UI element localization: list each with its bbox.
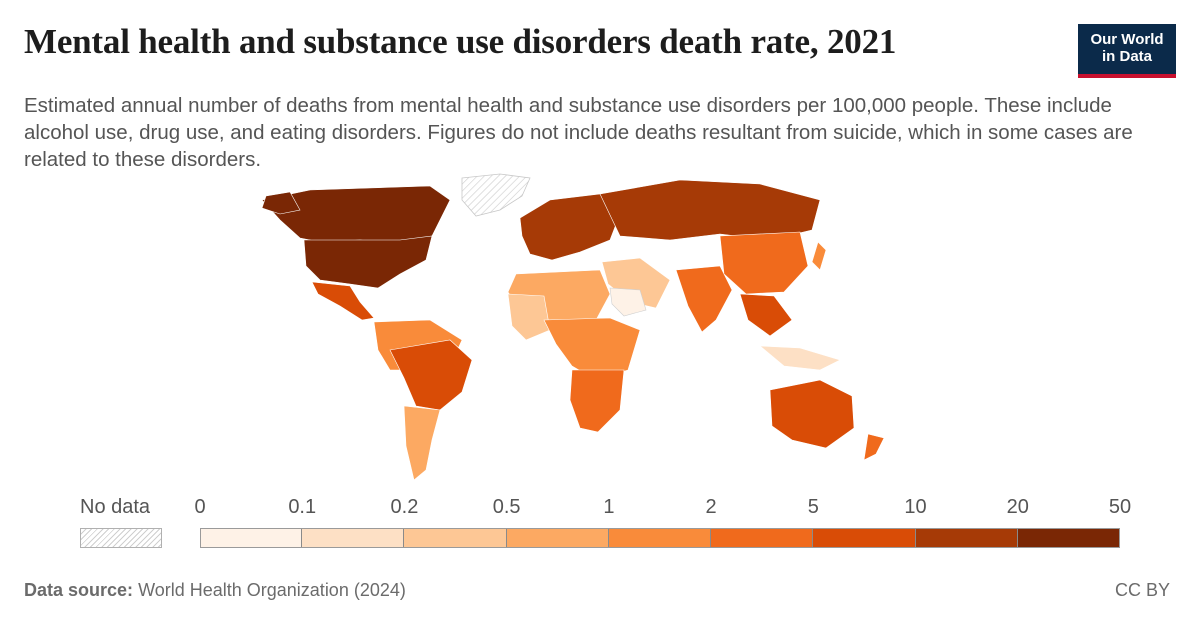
legend-tick-label: 20 — [1006, 496, 1029, 518]
logo-line-1: Our World — [1090, 31, 1164, 48]
legend-color-bin[interactable] — [1017, 528, 1120, 548]
legend-tick-label: 10 — [904, 496, 927, 518]
region-usa — [303, 235, 433, 289]
license-link[interactable]: CC BY — [1114, 580, 1170, 600]
world-choropleth-map[interactable] — [200, 170, 980, 490]
legend-color-bin[interactable] — [813, 528, 916, 548]
region-new-zealand — [863, 433, 885, 461]
region-southern-cone — [403, 405, 441, 481]
region-indonesia — [759, 345, 841, 371]
legend-color-bin[interactable] — [915, 528, 1018, 548]
chart-subtitle: Estimated annual number of deaths from m… — [24, 94, 1133, 171]
no-data-label: No data — [80, 496, 151, 518]
region-saudi-arabia — [609, 287, 647, 317]
region-china — [719, 231, 809, 295]
legend-tick-label: 0.5 — [492, 496, 521, 518]
region-southern-africa — [569, 369, 625, 433]
region-greenland — [461, 173, 531, 217]
region-mexico — [311, 281, 375, 321]
legend-tick-label: 0.2 — [390, 496, 419, 518]
region-middle-east — [601, 257, 671, 309]
legend-tick-label: 5 — [807, 496, 819, 518]
data-source[interactable]: Data source: World Health Organization (… — [24, 580, 406, 601]
legend-tick-label: 0.1 — [288, 496, 317, 518]
color-legend[interactable]: 0 0.1 0.2 0.5 1 2 5 10 20 50 — [194, 496, 1131, 556]
legend-color-bin[interactable] — [200, 528, 303, 548]
region-australia — [769, 379, 855, 449]
legend-color-bin[interactable] — [302, 528, 405, 548]
legend-color-bin[interactable] — [506, 528, 609, 548]
legend-color-bin[interactable] — [404, 528, 507, 548]
source-text: World Health Organization (2024) — [138, 580, 406, 600]
legend-tick-label: 50 — [1108, 496, 1132, 518]
legend-tick-label: 0 — [194, 496, 206, 518]
legend-tick-label: 2 — [705, 496, 717, 518]
legend-color-bin[interactable] — [711, 528, 814, 548]
owid-logo[interactable]: Our World in Data — [1078, 24, 1176, 78]
region-europe — [519, 193, 621, 261]
legend-tick-label: 1 — [603, 496, 615, 518]
region-southeast-asia — [739, 293, 793, 337]
legend-no-data[interactable]: No data — [80, 496, 162, 548]
source-label: Data source: — [24, 580, 134, 600]
region-india — [675, 265, 733, 333]
region-russia — [599, 179, 821, 241]
region-brazil — [389, 339, 473, 411]
region-west-africa — [507, 293, 551, 341]
legend-color-bin[interactable] — [608, 528, 712, 548]
region-japan — [811, 241, 827, 271]
region-alaska — [261, 191, 301, 215]
logo-line-2: in Data — [1101, 48, 1152, 65]
no-data-swatch — [80, 528, 162, 548]
chart-title: Mental health and substance use disorder… — [24, 22, 897, 61]
